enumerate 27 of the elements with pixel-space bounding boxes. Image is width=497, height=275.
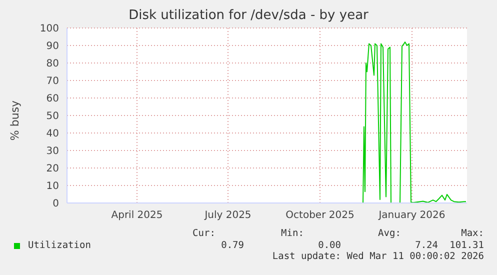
y-tick-label: 60 — [46, 94, 59, 105]
y-tick-label: 20 — [46, 164, 59, 175]
y-tick-label: 80 — [46, 58, 59, 70]
text: Cur: — [192, 228, 216, 239]
y-tick-label: 70 — [46, 76, 59, 88]
text: 101.31 — [448, 240, 484, 251]
text: 7.24 — [414, 240, 438, 251]
y-tick-label: 100 — [40, 24, 59, 35]
x-tick-label: April 2025 — [111, 210, 163, 222]
y-tick-label: 90 — [46, 41, 59, 52]
text: 0.00 — [317, 240, 341, 251]
y-tick-label: 40 — [46, 128, 59, 140]
text: 0.79 — [220, 240, 244, 251]
legend-label: Utilization — [27, 240, 92, 251]
x-tick-label: July 2025 — [204, 210, 252, 222]
y-tick-label: 10 — [46, 181, 59, 192]
text: Last update: Wed Mar 11 00:00:02 2026 — [271, 251, 484, 262]
text: Max: — [460, 228, 484, 239]
chart-title: Disk utilization for /dev/sda - by year — [128, 8, 370, 23]
text: Avg: — [377, 228, 402, 239]
x-tick-label: January 2026 — [378, 210, 446, 222]
text: Min: — [280, 228, 305, 239]
y-axis-title: % busy — [8, 100, 22, 140]
x-tick-label: October 2025 — [286, 210, 354, 222]
y-tick-label: 0 — [52, 198, 59, 210]
y-tick-label: 30 — [46, 146, 59, 158]
y-tick-label: 50 — [46, 111, 59, 122]
